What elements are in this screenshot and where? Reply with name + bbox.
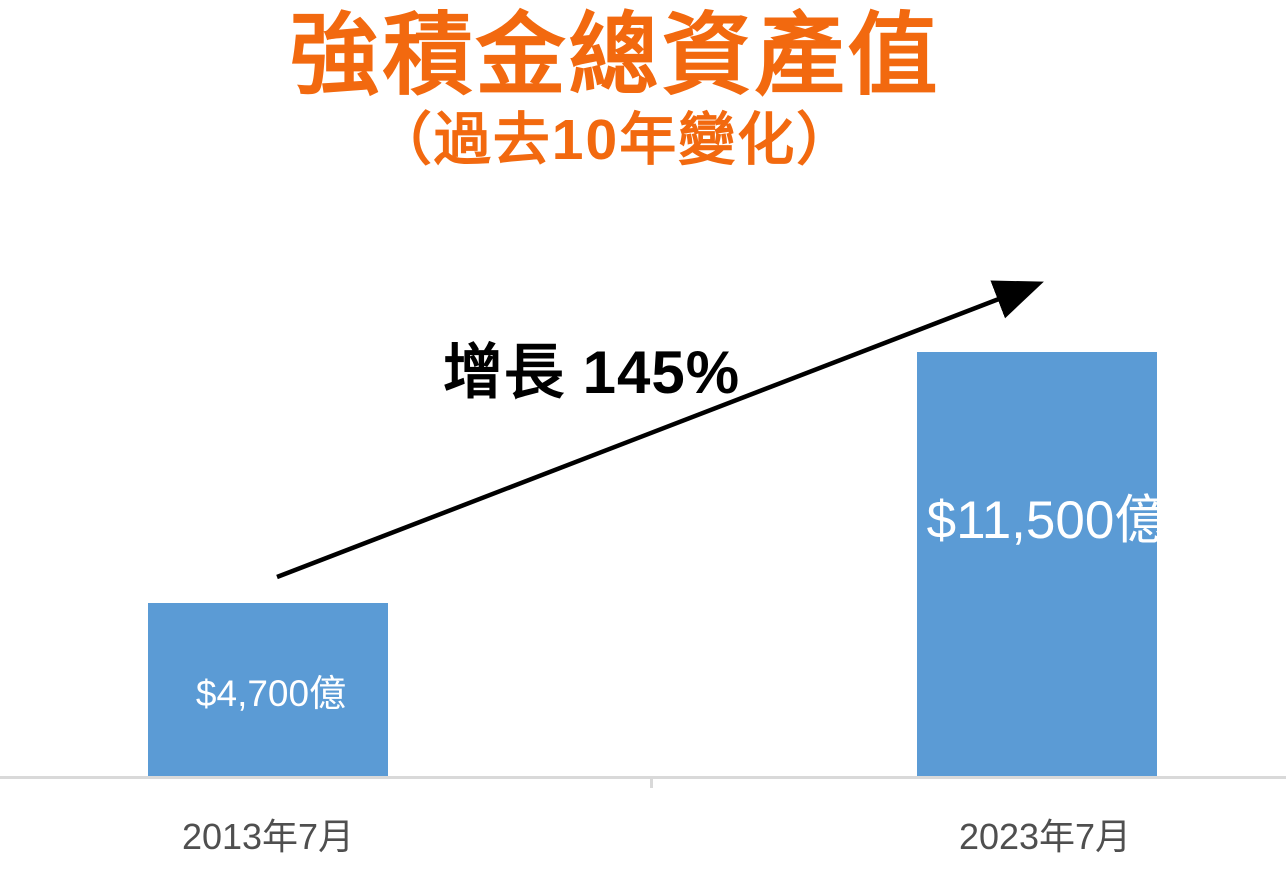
growth-annotation: 增長 145% — [443, 339, 741, 406]
x-axis-tick — [650, 779, 653, 788]
x-axis-line — [0, 776, 1286, 779]
chart-header: 強積金總資產值 （過去10年變化） — [0, 4, 1230, 172]
chart-title: 強積金總資產值 — [289, 6, 941, 106]
bar-value-label-2023: $11,500億 — [926, 491, 1168, 550]
bar-2013 — [148, 603, 388, 777]
bar-2023 — [917, 352, 1157, 777]
x-label-2023: 2023年7月 — [958, 816, 1132, 857]
chart-subtitle: （過去10年變化） — [374, 108, 856, 172]
bar-value-label-2013: $4,700億 — [195, 673, 347, 714]
x-label-2013: 2013年7月 — [181, 816, 355, 857]
